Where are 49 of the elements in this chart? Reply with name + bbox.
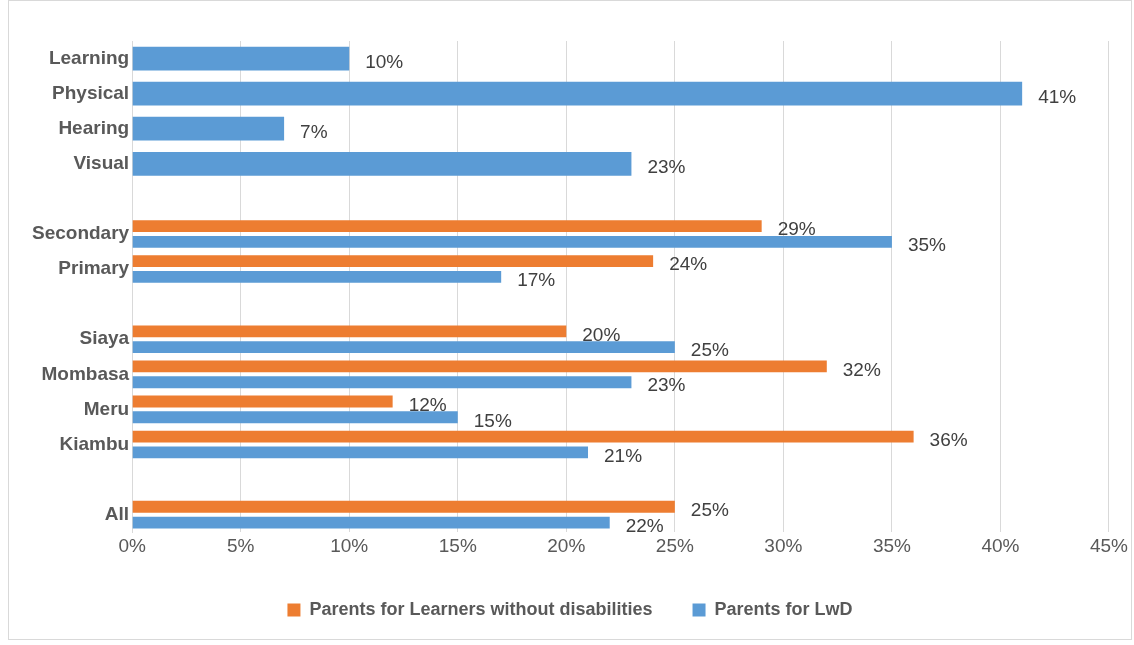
bar bbox=[132, 325, 567, 338]
bar bbox=[132, 395, 393, 408]
x-tick-label: 25% bbox=[655, 534, 694, 556]
data-label: 10% bbox=[365, 50, 404, 72]
x-tick-label: 5% bbox=[226, 534, 255, 556]
x-tick-label: 35% bbox=[872, 534, 912, 556]
data-label: 12% bbox=[408, 393, 447, 415]
bar bbox=[132, 446, 589, 459]
x-tick-label: 15% bbox=[438, 534, 477, 556]
data-label: 21% bbox=[604, 444, 643, 466]
y-tick-label: Meru bbox=[83, 397, 130, 419]
legend-label: Parents for Learners without disabilities bbox=[309, 598, 653, 619]
data-label: 32% bbox=[842, 358, 881, 380]
y-tick-label: Physical bbox=[52, 81, 130, 103]
data-label: 15% bbox=[473, 409, 512, 431]
data-label: 35% bbox=[907, 234, 947, 256]
y-tick-label: Learning bbox=[48, 46, 130, 68]
y-tick-label: Secondary bbox=[32, 222, 130, 244]
x-tick-label: 10% bbox=[330, 534, 369, 556]
data-label: 23% bbox=[647, 156, 686, 178]
y-tick-label: Mombasa bbox=[41, 362, 130, 384]
y-tick-label: All bbox=[104, 502, 130, 524]
data-label: 20% bbox=[582, 323, 621, 345]
x-tick-label: 45% bbox=[1089, 534, 1129, 556]
data-label: 36% bbox=[929, 428, 968, 450]
data-label: 29% bbox=[777, 218, 816, 240]
bar bbox=[132, 430, 914, 443]
data-label: 23% bbox=[647, 374, 686, 396]
legend-label: Parents for LwD bbox=[714, 598, 853, 619]
bar bbox=[132, 516, 610, 529]
y-tick-label: Visual bbox=[73, 152, 130, 174]
y-tick-label: Primary bbox=[58, 257, 130, 279]
data-label: 41% bbox=[1038, 85, 1077, 107]
x-tick-label: 20% bbox=[547, 534, 586, 556]
data-label: 7% bbox=[300, 120, 328, 142]
x-tick-label: 30% bbox=[764, 534, 803, 556]
x-tick-label: 40% bbox=[981, 534, 1020, 556]
bar bbox=[132, 360, 827, 373]
y-tick-label: Hearing bbox=[58, 116, 130, 138]
y-tick-label: Kiambu bbox=[59, 432, 130, 454]
data-label: 25% bbox=[690, 339, 729, 361]
y-tick-label: Siaya bbox=[79, 327, 130, 349]
data-label: 17% bbox=[517, 269, 556, 291]
data-label: 25% bbox=[690, 499, 729, 520]
data-label: 22% bbox=[625, 514, 664, 536]
bar bbox=[132, 376, 632, 389]
x-tick-label: 0% bbox=[118, 534, 146, 556]
bar bbox=[132, 411, 458, 424]
data-label: 24% bbox=[669, 253, 708, 275]
